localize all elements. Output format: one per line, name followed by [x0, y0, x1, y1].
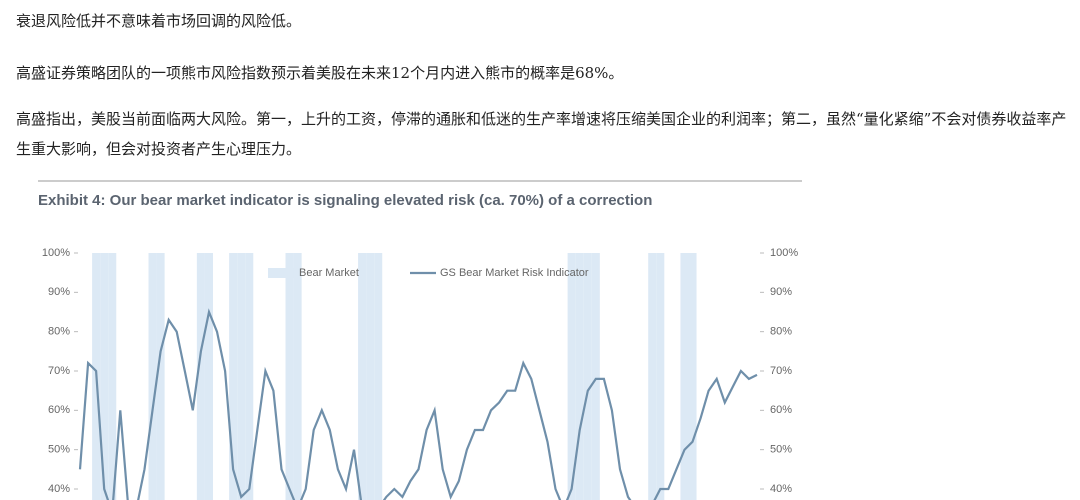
paragraph: 高盛指出，美股当前面临两大风险。第一，上升的工资，停滞的通胀和低迷的生产率增速将… — [16, 110, 1067, 158]
bear-band — [358, 253, 367, 500]
y2-tick-label: 60% — [770, 404, 792, 416]
bear-band — [567, 253, 576, 500]
legend-swatch — [268, 268, 294, 278]
y2-tick-label: 40% — [770, 483, 792, 495]
y-tick-label: 100% — [42, 247, 70, 259]
legend-label: Bear Market — [299, 267, 359, 279]
bear-band — [229, 253, 238, 500]
chart: Exhibit 4: Our bear market indicator is … — [38, 180, 802, 500]
bear-band — [100, 253, 109, 500]
risk-line — [78, 308, 758, 500]
y2-tick-label: 70% — [770, 365, 792, 377]
bear-band — [245, 253, 254, 500]
y2-tick-label: 80% — [770, 326, 792, 338]
bear-band — [575, 253, 584, 500]
y-tick-label: 80% — [48, 326, 70, 338]
bear-band — [285, 253, 294, 500]
y-tick-label: 60% — [48, 404, 70, 416]
bear-band — [366, 253, 375, 500]
bear-band — [648, 253, 657, 500]
y2-tick-label: 100% — [770, 247, 798, 259]
bear-band — [591, 253, 600, 500]
bear-band — [204, 253, 213, 500]
y-tick-label: 70% — [48, 365, 70, 377]
paragraph: 高盛证券策略团队的一项熊市风险指数预示着美股在未来12个月内进入熊市的概率是68… — [16, 64, 624, 82]
bear-band — [108, 253, 117, 500]
paragraph: 衰退风险低并不意味着市场回调的风险低。 — [16, 12, 302, 30]
bear-band — [237, 253, 246, 500]
bear-band — [680, 253, 689, 500]
y2-tick-label: 90% — [770, 286, 792, 298]
bear-band — [156, 253, 165, 500]
bear-band — [656, 253, 665, 500]
y-tick-label: 40% — [48, 483, 70, 495]
bear-band — [148, 253, 157, 500]
bear-band — [196, 253, 205, 500]
y-tick-label: 90% — [48, 286, 70, 298]
bear-band — [374, 253, 383, 500]
legend-label: GS Bear Market Risk Indicator — [440, 267, 589, 279]
y-tick-label: 50% — [48, 444, 70, 456]
y2-tick-label: 50% — [770, 444, 792, 456]
bear-band — [583, 253, 592, 500]
bear-band — [688, 253, 697, 500]
bear-band — [293, 253, 302, 500]
chart-title: Exhibit 4: Our bear market indicator is … — [38, 192, 652, 209]
